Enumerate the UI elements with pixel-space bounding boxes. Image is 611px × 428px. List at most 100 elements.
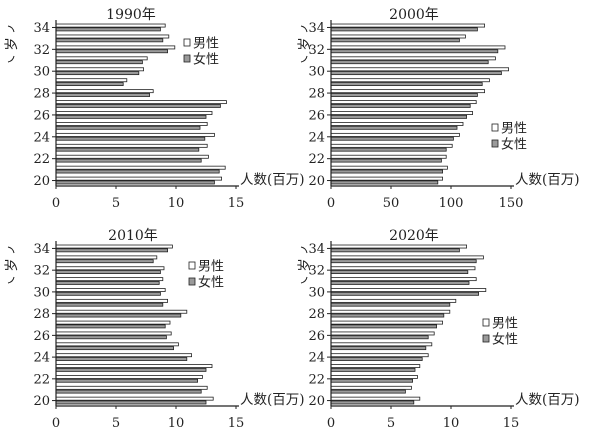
bar-female-age-26 bbox=[55, 335, 167, 340]
bar-male-age-25 bbox=[55, 122, 208, 126]
y-tick-label: 34 bbox=[33, 242, 50, 257]
bar-male-age-34 bbox=[330, 23, 486, 28]
bar-male-age-21 bbox=[330, 165, 448, 170]
bar-female-age-26 bbox=[330, 114, 468, 119]
bar-male-age-21 bbox=[55, 385, 208, 390]
bar-male-age-31 bbox=[55, 277, 164, 282]
bar-male-age-32 bbox=[55, 266, 165, 271]
bar-female-age-21 bbox=[55, 389, 202, 394]
bar-male-age-26 bbox=[330, 331, 435, 336]
bar-male-age-33 bbox=[330, 34, 466, 39]
bar-female-age-30 bbox=[330, 291, 480, 296]
bar-female-age-28 bbox=[55, 313, 182, 318]
bar-female-age-30 bbox=[330, 71, 502, 76]
y-tick-label: 26 bbox=[308, 329, 325, 344]
y-tick-label: 30 bbox=[33, 285, 50, 300]
bar-female-age-24 bbox=[330, 136, 454, 141]
y-tick-label: 20 bbox=[308, 394, 325, 409]
bar-male-age-29 bbox=[55, 298, 168, 303]
bar-male-age-20 bbox=[55, 396, 214, 401]
bar-female-age-25 bbox=[55, 346, 174, 351]
bar-male-age-24 bbox=[330, 132, 460, 137]
bar-male-age-23 bbox=[55, 364, 213, 368]
y-axis-title: 岁 bbox=[297, 37, 313, 51]
x-tick-label: 10 bbox=[168, 416, 185, 428]
bar-female-age-20 bbox=[55, 180, 215, 185]
bar-female-age-25 bbox=[330, 346, 427, 351]
bar-female-age-23 bbox=[330, 147, 447, 152]
legend-swatch-female bbox=[482, 334, 490, 343]
panel-title: 2010年 bbox=[108, 228, 158, 244]
y-axis-label: 岁 bbox=[297, 246, 313, 284]
bar-male-age-21 bbox=[330, 385, 412, 390]
y-label-bracket-right bbox=[7, 246, 15, 254]
bar-male-age-29 bbox=[55, 78, 128, 83]
y-tick-label: 32 bbox=[308, 264, 325, 279]
bar-male-age-32 bbox=[55, 45, 176, 50]
y-tick-label: 26 bbox=[33, 108, 50, 123]
bar-female-age-34 bbox=[55, 27, 161, 32]
legend-label-female: 女性 bbox=[492, 332, 518, 348]
legend-label-male: 男性 bbox=[501, 122, 527, 137]
bar-female-age-28 bbox=[330, 93, 478, 97]
y-tick-label: 34 bbox=[33, 21, 50, 36]
bar-female-age-31 bbox=[55, 281, 160, 285]
bar-male-age-26 bbox=[55, 331, 172, 336]
bar-female-age-21 bbox=[55, 169, 220, 174]
y-label-bracket-left bbox=[7, 55, 15, 63]
y-tick-label: 22 bbox=[308, 372, 325, 387]
x-axis-title: 人数(百万) bbox=[515, 392, 580, 408]
bar-female-age-29 bbox=[55, 302, 164, 307]
x-tick-label: 100 bbox=[439, 196, 464, 211]
x-axis-title: 人数(百万) bbox=[515, 172, 580, 188]
bar-female-age-22 bbox=[330, 158, 442, 163]
y-tick-label: 30 bbox=[308, 285, 325, 300]
panel-title: 1990年 bbox=[106, 7, 156, 23]
legend-swatch-male bbox=[188, 261, 196, 270]
x-tick-label: 15 bbox=[228, 416, 245, 428]
panel-title: 2020年 bbox=[389, 228, 439, 244]
bar-female-age-31 bbox=[330, 60, 489, 65]
bar-female-age-30 bbox=[55, 71, 140, 76]
bar-male-age-22 bbox=[55, 375, 203, 379]
panel-title: 2000年 bbox=[389, 7, 439, 23]
bar-male-age-24 bbox=[55, 132, 215, 137]
bar-female-age-28 bbox=[330, 313, 445, 318]
legend-swatch-male bbox=[482, 318, 490, 327]
bar-male-age-24 bbox=[330, 353, 429, 358]
bar-male-age-33 bbox=[55, 34, 170, 39]
bar-male-age-24 bbox=[55, 353, 193, 358]
bar-female-age-23 bbox=[330, 367, 416, 372]
bar-male-age-33 bbox=[55, 255, 158, 260]
bar-male-age-27 bbox=[55, 100, 227, 105]
bar-female-age-29 bbox=[330, 302, 451, 307]
bar-female-age-32 bbox=[330, 270, 469, 274]
bar-male-age-27 bbox=[330, 320, 443, 325]
bar-female-age-34 bbox=[55, 248, 168, 253]
legend-swatch-female bbox=[491, 139, 499, 148]
y-tick-label: 24 bbox=[33, 130, 50, 145]
x-tick-label: 0 bbox=[52, 196, 60, 211]
y-label-bracket-left bbox=[300, 55, 308, 63]
legend-label-female: 女性 bbox=[193, 52, 219, 68]
bar-female-age-21 bbox=[330, 389, 406, 394]
legend-swatch-male bbox=[491, 123, 499, 132]
bar-male-age-29 bbox=[330, 298, 457, 303]
bar-male-age-31 bbox=[330, 56, 496, 61]
bar-male-age-30 bbox=[330, 67, 510, 72]
bar-male-age-27 bbox=[55, 320, 171, 325]
y-axis-label: 岁 bbox=[297, 25, 313, 63]
x-tick-label: 0 bbox=[327, 196, 335, 211]
bar-female-age-27 bbox=[55, 103, 221, 108]
legend-label-female: 女性 bbox=[501, 137, 527, 153]
bar-female-age-29 bbox=[55, 82, 124, 86]
bar-female-age-27 bbox=[330, 324, 437, 329]
y-axis-title: 岁 bbox=[297, 258, 313, 272]
bar-female-age-22 bbox=[55, 378, 199, 383]
x-tick-label: 15 bbox=[503, 416, 520, 428]
legend-swatch-male bbox=[183, 38, 191, 47]
